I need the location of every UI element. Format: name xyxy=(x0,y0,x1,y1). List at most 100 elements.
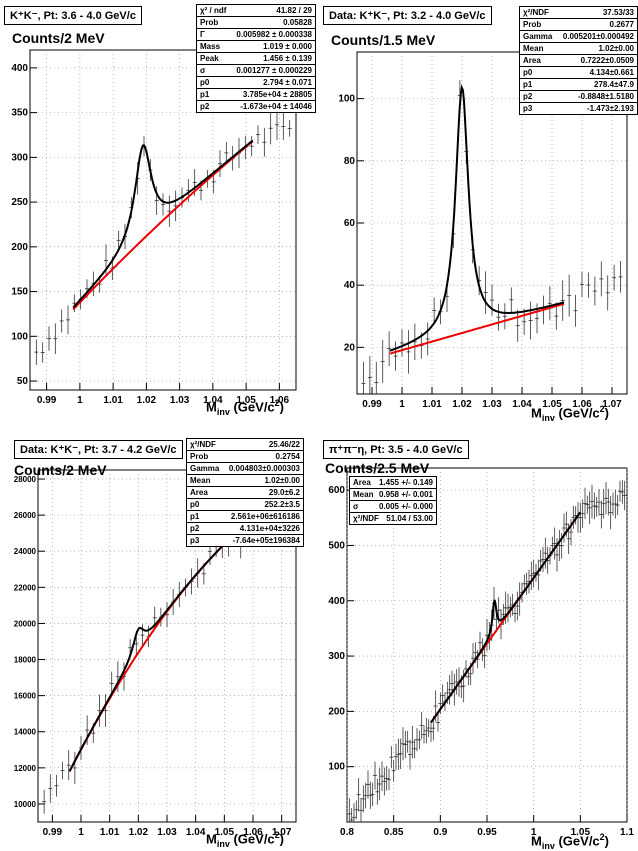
fit-stat-value: -7.64e+05±196384 xyxy=(232,536,300,545)
x-tick-label: 1.06 xyxy=(270,395,290,406)
y-tick-label: 10000 xyxy=(14,800,37,809)
y-tick-label: 150 xyxy=(11,287,28,298)
y-tick-label: 100 xyxy=(328,762,345,773)
x-tick-label: 1 xyxy=(531,827,537,838)
fit-stat-name: p2 xyxy=(190,524,200,533)
fit-stat-value: 278.4±47.9 xyxy=(594,80,634,89)
fit-stat-row: Gamma 0.004803±0.000303 xyxy=(187,463,303,475)
y-tick-label: 400 xyxy=(11,63,28,74)
chart-title: Data: K⁺K⁻, Pt: 3.7 - 4.2 GeV/c xyxy=(14,440,183,459)
y-tick-label: 60 xyxy=(344,218,356,229)
fit-stat-value: -0.8848±1.5180 xyxy=(578,92,634,101)
x-tick-label: 0.99 xyxy=(43,827,63,838)
x-tick-label: 0.9 xyxy=(433,827,447,838)
x-tick-label: 1.04 xyxy=(186,827,206,838)
fit-stat-name: p1 xyxy=(523,80,533,89)
fit-stat-value: 0.05828 xyxy=(283,18,312,27)
y-tick-label: 100 xyxy=(338,94,355,105)
fit-stat-row: Γ 0.005982 ± 0.000338 xyxy=(197,29,315,41)
fit-stat-row: Area 1.455 +/- 0.149 xyxy=(350,477,436,489)
fit-stat-value: 3.785e+04 ± 28805 xyxy=(242,90,312,99)
fit-stat-value: 0.005201±0.000492 xyxy=(562,32,634,41)
background-fit-curve xyxy=(68,532,237,772)
y-tick-label: 500 xyxy=(328,540,345,551)
fit-stat-name: p0 xyxy=(200,78,210,87)
fit-stat-value: 0.001277 ± 0.000229 xyxy=(236,66,312,75)
x-tick-label: 1.03 xyxy=(157,827,177,838)
fit-stat-name: χ²/NDF xyxy=(190,440,216,449)
fit-stat-row: Area 29.0±6.2 xyxy=(187,487,303,499)
y-tick-label: 20000 xyxy=(14,619,37,628)
x-tick-label: 1.05 xyxy=(215,827,235,838)
fit-stat-value: 51.04 / 53.00 xyxy=(386,514,433,523)
x-tick-label: 0.99 xyxy=(362,399,382,410)
y-tick-label: 600 xyxy=(328,485,345,496)
total-fit-curve xyxy=(68,532,237,772)
fit-stat-row: Prob 0.05828 xyxy=(197,17,315,29)
y-axis-label: Counts/2 MeV xyxy=(12,30,105,46)
fit-stat-value: 37.53/33 xyxy=(602,8,634,17)
y-tick-label: 100 xyxy=(11,331,28,342)
chart-canvas: 0.8 0.85 0.9 0.95 1 1.05 1.1 100 200 300 400 500 600 xyxy=(328,467,634,838)
x-tick-label: 1.03 xyxy=(482,399,502,410)
fit-stat-name: χ²/NDF xyxy=(353,514,379,523)
fit-stat-row: p2 -1.673e+04 ± 14046 xyxy=(197,101,315,112)
x-tick-label: 1.06 xyxy=(243,827,263,838)
x-tick-label: 0.95 xyxy=(477,827,497,838)
x-tick-label: 1.1 xyxy=(620,827,634,838)
fit-stat-value: 0.7222±0.0509 xyxy=(580,56,634,65)
fit-stat-row: Mass 1.019 ± 0.000 xyxy=(197,41,315,53)
fit-stat-name: Γ xyxy=(200,30,205,39)
fit-stat-name: p1 xyxy=(190,512,200,521)
fit-stat-value: -1.673e+04 ± 14046 xyxy=(240,102,312,111)
fit-stat-name: χ² / ndf xyxy=(200,6,227,15)
fit-stat-row: p1 278.4±47.9 xyxy=(520,79,637,91)
fit-stat-name: Mass xyxy=(200,42,221,51)
fit-stat-name: p2 xyxy=(200,102,210,111)
x-tick-label: 0.8 xyxy=(340,827,354,838)
x-tick-label: 1 xyxy=(78,827,84,838)
y-tick-label: 80 xyxy=(344,156,356,167)
x-axis-label: Minv (GeV/c2) xyxy=(206,398,285,417)
x-axis-label: Minv (GeV/c2) xyxy=(531,832,610,851)
fit-stat-name: Gamma xyxy=(190,464,220,473)
y-tick-label: 28000 xyxy=(14,475,37,484)
fit-stat-value: 0.005 +/- 0.000 xyxy=(378,502,433,511)
fit-stat-value: 1.02±0.00 xyxy=(598,44,634,53)
fit-stat-value: 0.004803±0.000303 xyxy=(228,464,300,473)
y-tick-label: 40 xyxy=(344,280,356,291)
x-tick-label: 1.05 xyxy=(542,399,562,410)
fit-stat-value: 0.2754 xyxy=(275,452,300,461)
fit-stat-name: Prob xyxy=(200,18,219,27)
fit-stat-row: p2 4.131e+04±3226 xyxy=(187,523,303,535)
fit-stat-name: p0 xyxy=(523,68,533,77)
fit-stat-value: 41.82 / 29 xyxy=(276,6,312,15)
fit-stat-name: p3 xyxy=(523,104,533,113)
fit-stat-name: Mean xyxy=(353,490,374,499)
total-fit-curve xyxy=(72,139,254,309)
fit-stat-name: Peak xyxy=(200,54,219,63)
y-tick-label: 50 xyxy=(17,376,29,387)
fit-stat-value: 1.019 ± 0.000 xyxy=(263,42,312,51)
y-tick-label: 26000 xyxy=(14,511,37,520)
y-tick-label: 14000 xyxy=(14,728,37,737)
fit-stat-row: p0 252.2±3.5 xyxy=(187,499,303,511)
fit-stat-name: Area xyxy=(523,56,541,65)
fit-stat-name: σ xyxy=(353,502,359,511)
fit-stat-name: Area xyxy=(353,478,371,487)
fit-stat-name: Gamma xyxy=(523,32,553,41)
y-tick-label: 200 xyxy=(11,242,28,253)
x-tick-label: 1.02 xyxy=(137,395,157,406)
fit-stat-row: Gamma 0.005201±0.000492 xyxy=(520,31,637,43)
y-tick-label: 300 xyxy=(328,651,345,662)
x-tick-label: 0.85 xyxy=(384,827,404,838)
chart-canvas: 0.99 1 1.01 1.02 1.03 1.04 1.05 1.06 1.07 10000 12… xyxy=(14,469,297,838)
y-tick-label: 24000 xyxy=(14,547,37,556)
x-tick-label: 1.03 xyxy=(170,395,190,406)
x-tick-label: 1.06 xyxy=(572,399,592,410)
x-axis-label: Minv (GeV/c2) xyxy=(206,830,285,849)
fit-stat-name: p1 xyxy=(200,90,210,99)
fit-stat-name: χ²/NDF xyxy=(523,8,549,17)
plot-frame xyxy=(29,49,297,391)
chart-panel-2: Data: K⁺K⁻, Pt: 3.2 - 4.0 GeV/c Counts/1… xyxy=(319,0,638,423)
